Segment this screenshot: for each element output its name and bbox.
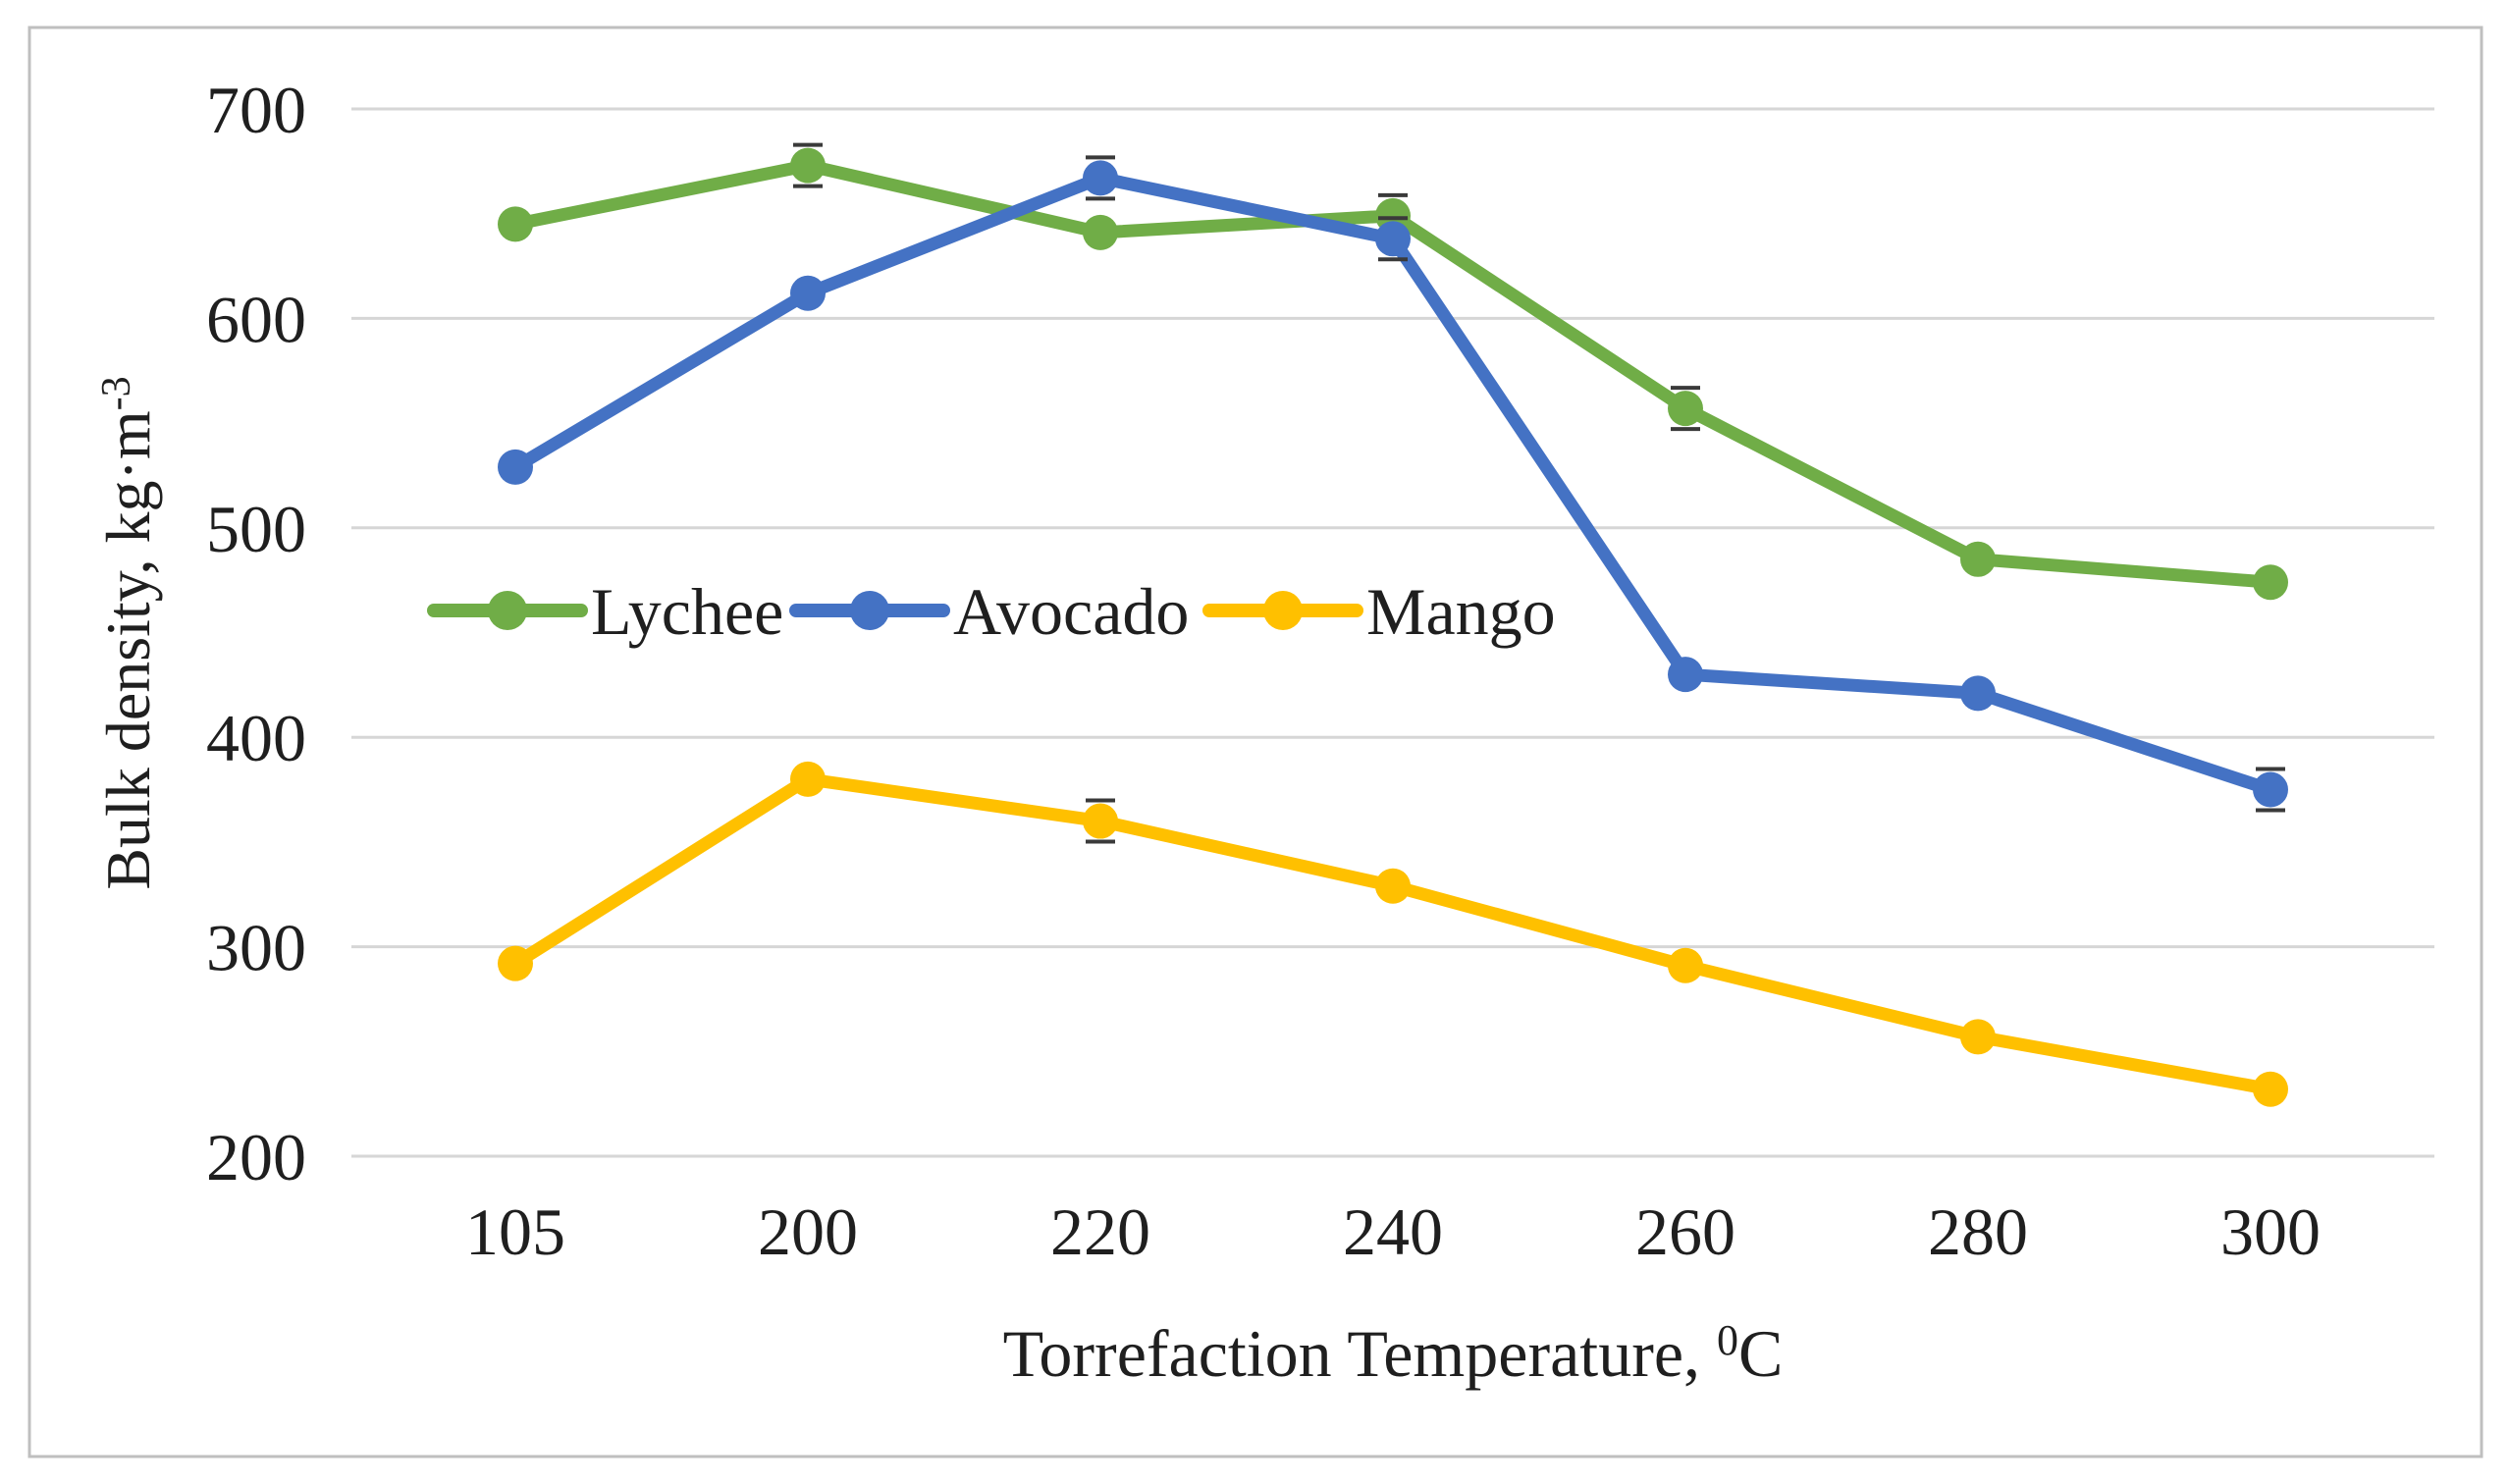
- error-bar-avocado-300: [2256, 767, 2285, 813]
- x-axis-title: Torrefaction Temperature, 0C: [1003, 1316, 1784, 1391]
- marker-lychee-260: [1668, 391, 1703, 427]
- marker-avocado-105: [498, 449, 533, 485]
- series-avocado: [498, 155, 2288, 813]
- legend: Lychee Avocado Mango: [427, 574, 1556, 649]
- marker-mango-300: [2253, 1071, 2288, 1107]
- marker-lychee-220: [1083, 214, 1118, 250]
- y-tick-label-700: 700: [206, 73, 306, 147]
- marker-lychee-300: [2253, 564, 2288, 601]
- marker-mango-260: [1668, 947, 1703, 983]
- x-tick-label-240: 240: [1343, 1194, 1443, 1269]
- marker-avocado-240: [1375, 221, 1411, 257]
- y-axis-title: Bulk density, kg·m-3: [93, 376, 163, 889]
- x-tick-label-260: 260: [1635, 1194, 1735, 1269]
- legend-label-avocado: Avocado: [953, 574, 1189, 649]
- legend-marker-lychee: [488, 591, 527, 630]
- x-axis-tick-labels: 105 200 220 240 260 280 300: [465, 1194, 2321, 1269]
- marker-avocado-200: [790, 275, 826, 311]
- y-tick-label-300: 300: [206, 911, 306, 985]
- error-bar-lychee-260: [1671, 386, 1700, 432]
- marker-avocado-220: [1083, 160, 1118, 196]
- legend-item-lychee: Lychee: [427, 574, 783, 649]
- legend-label-lychee: Lychee: [591, 574, 783, 649]
- legend-label-mango: Mango: [1366, 574, 1556, 649]
- legend-marker-avocado: [850, 591, 889, 630]
- marker-avocado-260: [1668, 657, 1703, 693]
- series-mango: [498, 761, 2288, 1107]
- legend-marker-mango: [1263, 591, 1303, 630]
- marker-mango-280: [1960, 1019, 1996, 1055]
- error-bar-avocado-220: [1086, 155, 1115, 201]
- legend-item-mango: Mango: [1202, 574, 1556, 649]
- figure-border: [27, 26, 2483, 1458]
- legend-item-avocado: Avocado: [789, 574, 1189, 649]
- y-axis-tick-labels: 700 600 500 400 300 200: [206, 73, 306, 1194]
- marker-mango-105: [498, 945, 533, 981]
- marker-mango-220: [1083, 803, 1118, 839]
- y-tick-label-200: 200: [206, 1120, 306, 1194]
- gridlines-group: [351, 107, 2434, 1158]
- series-lychee: [498, 142, 2288, 601]
- error-bar-mango-220: [1086, 798, 1115, 844]
- y-tick-label-600: 600: [206, 282, 306, 356]
- y-tick-label-500: 500: [206, 492, 306, 566]
- marker-avocado-300: [2253, 771, 2288, 808]
- error-bar-avocado-240: [1378, 216, 1408, 262]
- marker-lychee-280: [1960, 541, 1996, 577]
- x-tick-label-200: 200: [758, 1194, 858, 1269]
- marker-lychee-200: [790, 147, 826, 184]
- marker-lychee-105: [498, 206, 533, 242]
- marker-mango-200: [790, 761, 826, 797]
- error-bar-lychee-200: [793, 142, 823, 188]
- marker-mango-240: [1375, 868, 1411, 904]
- x-tick-label-105: 105: [465, 1194, 565, 1269]
- y-tick-label-400: 400: [206, 701, 306, 775]
- marker-avocado-280: [1960, 675, 1996, 712]
- x-tick-label-280: 280: [1928, 1194, 2028, 1269]
- x-tick-label-220: 220: [1050, 1194, 1150, 1269]
- x-tick-label-300: 300: [2220, 1194, 2321, 1269]
